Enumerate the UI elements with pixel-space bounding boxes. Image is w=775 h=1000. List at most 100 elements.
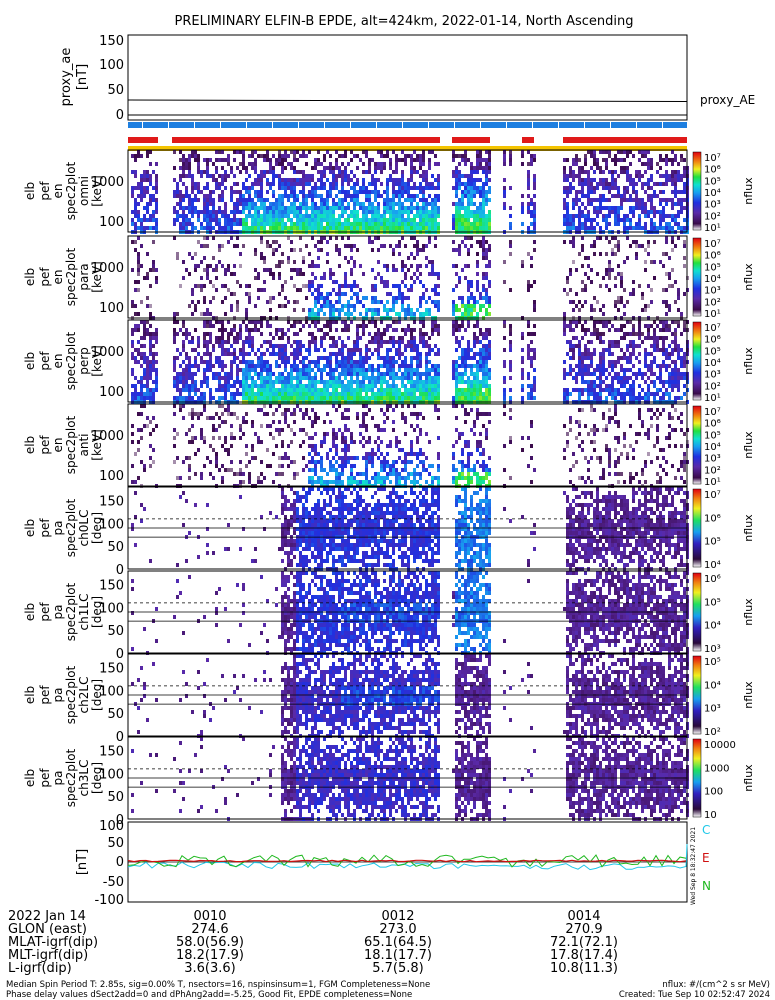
spectrogram-cell <box>638 202 641 206</box>
spectrogram-cell <box>407 308 410 312</box>
spectrogram-cell <box>620 206 623 210</box>
spectrogram-cell <box>374 308 377 312</box>
spectrogram-cell <box>335 222 338 226</box>
spectrogram-cell <box>401 280 404 284</box>
spectrogram-cell <box>617 174 620 178</box>
spectrogram-cell <box>260 170 263 174</box>
spectrogram-cell <box>197 388 200 392</box>
spectrogram-cell <box>422 194 425 198</box>
spectrogram-cell <box>563 222 566 226</box>
spectrogram-cell <box>623 352 626 356</box>
spectrogram-cell <box>503 280 506 284</box>
spectrogram-cell <box>149 360 152 364</box>
panel-ytick: 100 <box>99 301 124 316</box>
spectrogram-cell <box>173 218 176 222</box>
spectrogram-cell <box>683 190 686 194</box>
spectrogram-cell <box>257 288 260 292</box>
spectrogram-cell <box>386 372 389 376</box>
spectrogram-cell <box>230 170 233 174</box>
spectrogram-cell <box>392 202 395 206</box>
spectrogram-cell <box>152 240 155 244</box>
spectrogram-cell <box>371 218 374 222</box>
spectrogram-cell <box>281 222 284 226</box>
spectrogram-cell <box>218 372 221 376</box>
spectrogram-cell <box>215 182 218 186</box>
spectrogram-cell <box>305 372 308 376</box>
spectrogram-cell <box>455 324 458 328</box>
spectrogram-cell <box>194 198 197 202</box>
spectrogram-cell <box>656 182 659 186</box>
spectrogram-cell <box>368 198 371 202</box>
spectrogram-cell <box>401 328 404 332</box>
spectrogram-cell <box>290 222 293 226</box>
spectrogram-cell <box>134 280 137 284</box>
spectrogram-cell <box>587 392 590 396</box>
spectrogram-cell <box>377 190 380 194</box>
spectrogram-cell <box>482 304 485 308</box>
spectrogram-cell <box>206 272 209 276</box>
spectrogram-cell <box>194 264 197 268</box>
spectrogram-cell <box>353 364 356 368</box>
spectrogram-cell <box>332 186 335 190</box>
spectrogram-cell <box>419 226 422 230</box>
spectrogram-cell <box>638 158 641 162</box>
spectrogram-cell <box>575 364 578 368</box>
spectrogram-cell <box>293 396 296 400</box>
spectrogram-cell <box>584 182 587 186</box>
spectrogram-cell <box>668 178 671 182</box>
spectrogram-cell <box>413 328 416 332</box>
spectrogram-cell <box>374 320 377 324</box>
spectrogram-cell <box>209 364 212 368</box>
spectrogram-cell <box>173 332 176 336</box>
spectrogram-cell <box>134 304 137 308</box>
spectrogram-cell <box>347 328 350 332</box>
spectrogram-cell <box>422 244 425 248</box>
spectrogram-cell <box>563 376 566 380</box>
spectrogram-cell <box>182 214 185 218</box>
spectrogram-cell <box>152 388 155 392</box>
spectrogram-cell <box>389 210 392 214</box>
spectrogram-cell <box>662 190 665 194</box>
spectrogram-cell <box>422 336 425 340</box>
spectrogram-cell <box>383 198 386 202</box>
spectrogram-cell <box>140 392 143 396</box>
spectrogram-cell <box>230 396 233 400</box>
spectrogram-cell <box>182 166 185 170</box>
spectrogram-cell <box>233 190 236 194</box>
spectrogram-cell <box>356 328 359 332</box>
spectrogram-cell <box>203 372 206 376</box>
spectrogram-cell <box>623 324 626 328</box>
spectrogram-cell <box>308 174 311 178</box>
spectrogram-cell <box>140 198 143 202</box>
spectrogram-cell <box>350 256 353 260</box>
spectrogram-cell <box>254 214 257 218</box>
spectrogram-cell <box>254 268 257 272</box>
spectrogram-cell <box>470 384 473 388</box>
spectrogram-cell <box>434 372 437 376</box>
spectrogram-cell <box>188 396 191 400</box>
spectrogram-cell <box>365 206 368 210</box>
spectrogram-cell <box>419 332 422 336</box>
spectrogram-cell <box>149 324 152 328</box>
spectrogram-cell <box>623 260 626 264</box>
spectrogram-cell <box>305 194 308 198</box>
spectrogram-cell <box>437 226 440 230</box>
spectrogram-cell <box>455 372 458 376</box>
spectrogram-cell <box>311 206 314 210</box>
spectrogram-cell <box>185 380 188 384</box>
spectrogram-cell <box>137 272 140 276</box>
spectrogram-cell <box>521 194 524 198</box>
spectrogram-cell <box>599 384 602 388</box>
spectrogram-cell <box>416 352 419 356</box>
spectrogram-cell <box>344 170 347 174</box>
spectrogram-cell <box>179 284 182 288</box>
spectrogram-cell <box>581 236 584 240</box>
spectrogram-cell <box>422 178 425 182</box>
spectrogram-cell <box>353 340 356 344</box>
spectrogram-cell <box>281 304 284 308</box>
spectrogram-cell <box>392 186 395 190</box>
spectrogram-cell <box>629 352 632 356</box>
spectrogram-cell <box>653 240 656 244</box>
spectrogram-cell <box>275 344 278 348</box>
spin-coverage-tick <box>480 122 481 128</box>
